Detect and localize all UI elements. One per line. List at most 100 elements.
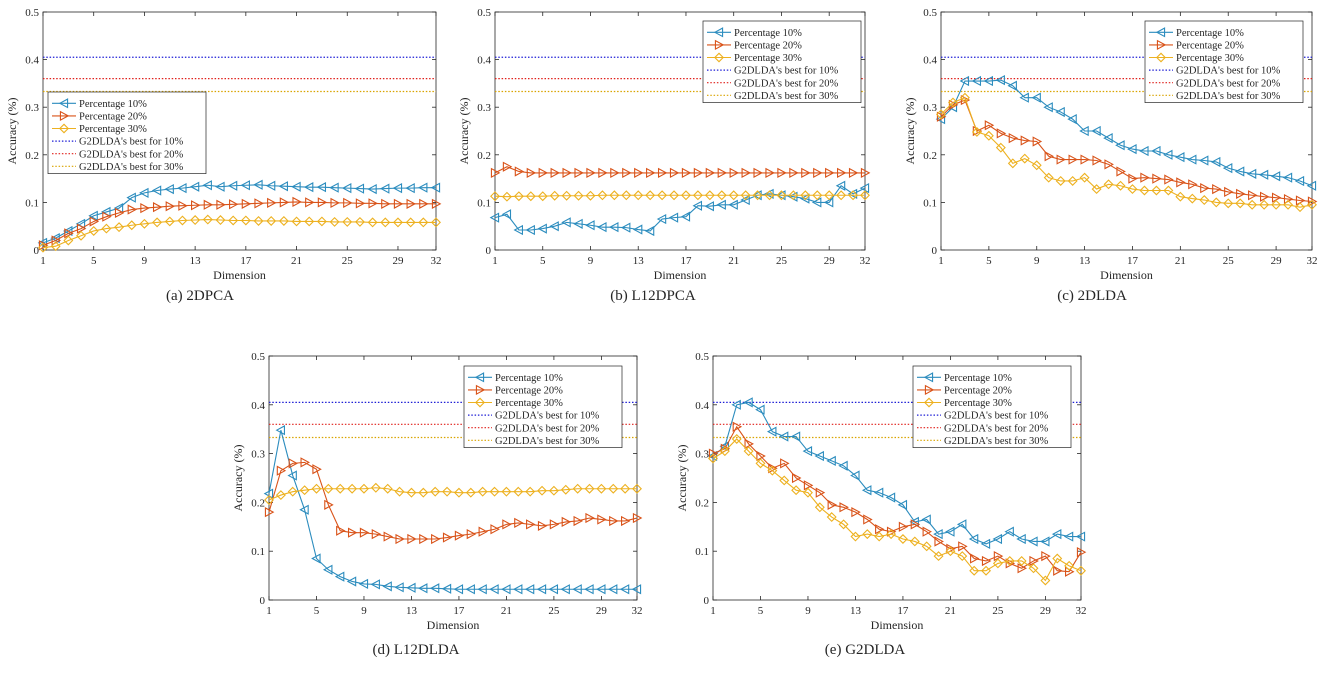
data-point <box>717 167 728 179</box>
y-tick-label: 0.4 <box>25 55 39 67</box>
y-tick-label: 0.5 <box>477 7 491 19</box>
series-line <box>268 487 637 501</box>
data-point <box>669 190 680 201</box>
data-point <box>716 190 727 201</box>
data-point <box>719 446 730 457</box>
x-tick-label: 13 <box>850 605 862 617</box>
data-point <box>1079 172 1090 183</box>
data-point <box>1212 183 1222 195</box>
data-point <box>680 190 691 201</box>
data-point <box>202 214 213 225</box>
data-point <box>299 504 309 515</box>
data-point <box>800 190 811 201</box>
data-point <box>1028 563 1039 574</box>
data-point <box>1164 174 1174 185</box>
data-point <box>526 167 537 179</box>
data-point <box>873 487 884 498</box>
data-point <box>708 453 718 464</box>
data-point <box>704 190 715 201</box>
data-point <box>1092 155 1102 166</box>
data-point <box>777 167 787 179</box>
data-point <box>406 487 417 498</box>
x-tick-label: 32 <box>632 605 643 617</box>
data-point <box>572 584 582 595</box>
data-point <box>76 223 87 234</box>
data-point <box>37 237 48 248</box>
y-tick-label: 0.1 <box>25 197 39 209</box>
legend-label: Percentage 20% <box>734 41 802 52</box>
legend-label: Percentage 10% <box>1176 28 1244 39</box>
legend-label: Percentage 30% <box>79 124 147 135</box>
data-point <box>513 486 524 497</box>
data-point <box>971 75 982 87</box>
data-point <box>334 571 345 582</box>
legend-marker <box>58 98 69 109</box>
data-point <box>572 483 583 494</box>
y-tick-label: 0.3 <box>251 449 265 461</box>
data-point <box>140 202 150 214</box>
data-point <box>646 167 656 179</box>
data-point <box>597 222 607 233</box>
data-point <box>1116 166 1126 177</box>
data-point <box>489 584 499 595</box>
x-tick-label: 21 <box>291 255 302 267</box>
y-axis-title: Accuracy (%) <box>457 98 471 165</box>
data-point <box>381 198 391 209</box>
data-point <box>240 180 250 191</box>
data-point <box>766 426 777 437</box>
data-point <box>215 181 225 192</box>
chart-panel-1: 1 5 9 13 17 21 25 29 32 0 0.1 0.2 0.3 0.4 0.5 Dimension… <box>5 7 442 304</box>
legend-box <box>463 365 623 448</box>
x-tick-label: 21 <box>728 255 739 267</box>
x-tick-label: 25 <box>992 605 1004 617</box>
x-axis-title: Dimension <box>1100 268 1153 282</box>
x-tick-label: 9 <box>588 255 594 267</box>
panel-caption: (b) L12DPCA <box>610 288 696 304</box>
data-point <box>489 486 500 497</box>
data-point <box>253 179 263 190</box>
legend-label: G2DLDA's best for 20% <box>79 149 184 160</box>
data-point <box>993 550 1004 562</box>
data-point <box>1151 145 1161 157</box>
data-point <box>1041 550 1051 562</box>
data-point <box>823 197 834 208</box>
data-point <box>267 197 277 209</box>
legend-box <box>912 365 1072 448</box>
data-point <box>215 215 226 225</box>
data-point <box>538 167 549 179</box>
data-point <box>790 431 801 442</box>
legend-marker <box>1156 39 1167 51</box>
data-point <box>312 464 322 475</box>
data-point <box>716 199 726 210</box>
data-point <box>152 217 163 228</box>
data-point <box>489 212 500 223</box>
data-point <box>227 180 238 191</box>
y-tick-label: 0.1 <box>923 197 937 209</box>
data-point <box>501 486 512 497</box>
panel-caption: (d) L12DLDA <box>372 642 459 658</box>
data-point <box>537 485 548 496</box>
data-point <box>341 182 352 194</box>
data-point <box>921 541 932 552</box>
data-point <box>370 579 380 590</box>
data-point <box>897 499 908 510</box>
data-point <box>744 438 754 449</box>
y-axis-title: Accuracy (%) <box>903 98 917 165</box>
data-point <box>848 190 859 201</box>
data-point <box>407 533 417 545</box>
data-point <box>347 527 358 538</box>
data-point <box>705 167 716 179</box>
data-point <box>802 446 813 457</box>
legend-label: Percentage 10% <box>79 99 147 110</box>
data-point <box>311 483 322 494</box>
data-point <box>741 167 752 179</box>
data-point <box>859 182 870 194</box>
data-point <box>803 480 814 491</box>
data-point <box>549 519 560 530</box>
data-point <box>549 190 560 201</box>
data-point <box>657 190 668 201</box>
data-point <box>63 235 74 246</box>
data-point <box>814 502 825 513</box>
data-point <box>585 220 595 231</box>
data-point <box>88 210 98 221</box>
